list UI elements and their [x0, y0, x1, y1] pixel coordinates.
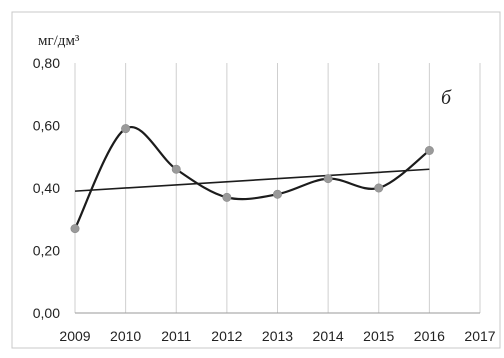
y-tick-label: 0,20 — [33, 243, 60, 259]
x-tick-label: 2015 — [363, 328, 394, 344]
x-tick-label: 2012 — [211, 328, 242, 344]
data-point — [70, 224, 80, 234]
grid — [74, 63, 481, 314]
data-point — [222, 192, 232, 202]
panel-label: б — [441, 87, 452, 109]
data-point — [323, 174, 333, 184]
data-point — [272, 189, 282, 199]
data-points — [70, 124, 434, 234]
y-tick-label: 0,80 — [33, 55, 60, 71]
y-unit-label: мг/дм³ — [38, 33, 80, 49]
x-tick-label: 2016 — [414, 328, 445, 344]
data-point — [424, 146, 434, 156]
y-tick-labels: 0,00 0,20 0,40 0,60 0,80 — [33, 55, 60, 321]
x-tick-label: 2009 — [59, 328, 90, 344]
x-tick-label: 2014 — [313, 328, 344, 344]
x-tick-label: 2013 — [262, 328, 293, 344]
trend-line — [74, 168, 430, 192]
data-point — [374, 183, 384, 193]
x-tick-label: 2011 — [161, 328, 191, 344]
data-point — [121, 124, 131, 134]
y-tick-label: 0,00 — [33, 305, 60, 321]
y-tick-label: 0,40 — [33, 180, 60, 196]
data-point — [171, 164, 181, 174]
y-tick-label: 0,60 — [33, 118, 60, 134]
x-tick-labels: 2009 2010 2011 2012 2013 2014 2015 2016 2017 — [59, 328, 495, 344]
x-tick-label: 2010 — [110, 328, 141, 344]
x-tick-label: 2017 — [464, 328, 495, 344]
